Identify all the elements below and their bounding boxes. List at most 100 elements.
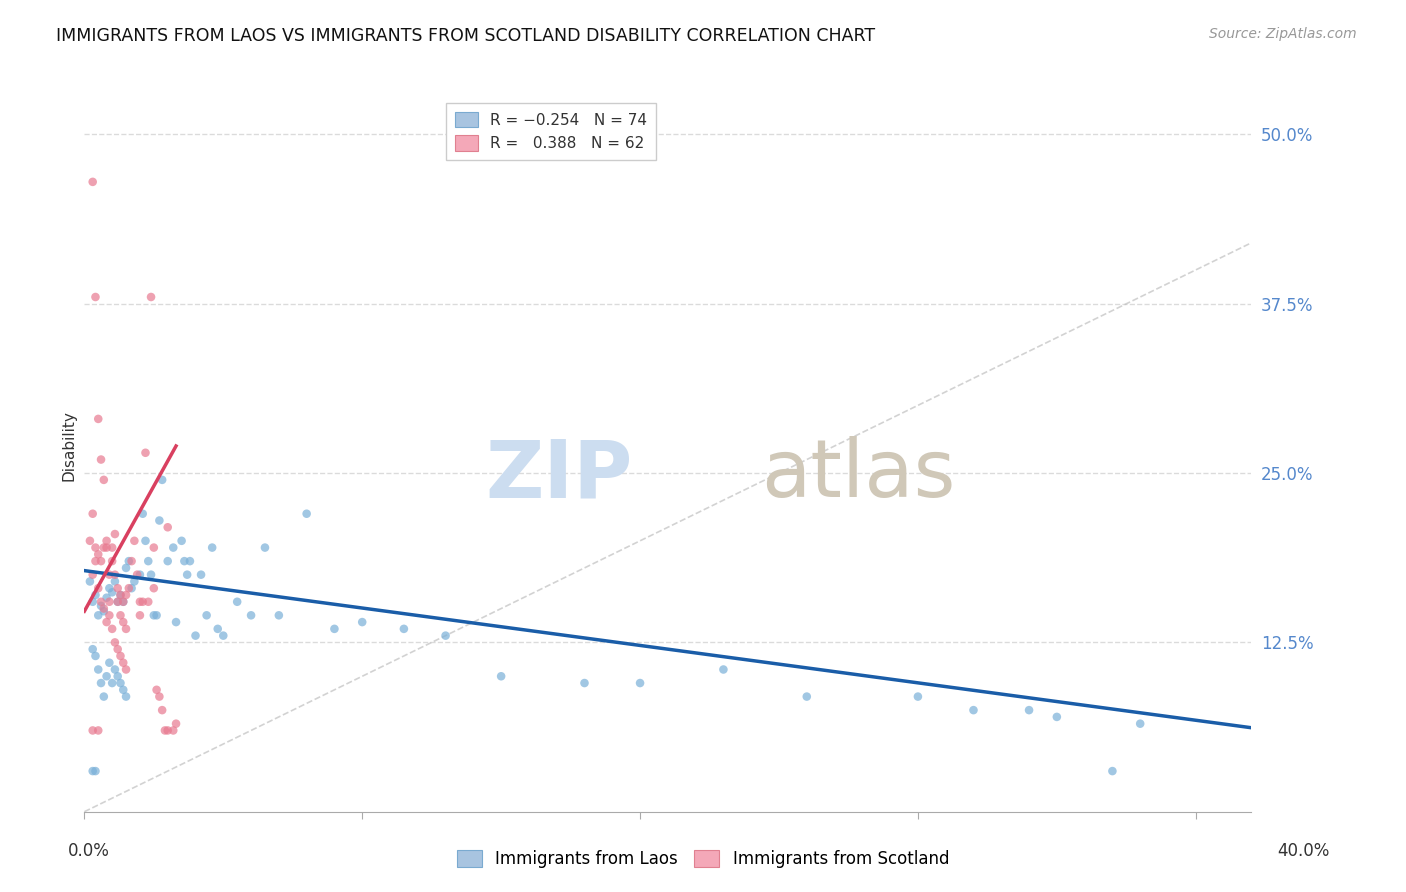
Point	[84, 541, 107, 555]
Point	[98, 608, 121, 623]
Legend: R = −0.254   N = 74, R =   0.388   N = 62: R = −0.254 N = 74, R = 0.388 N = 62	[446, 103, 657, 161]
Point	[93, 604, 115, 618]
Point	[93, 541, 115, 555]
Text: atlas: atlas	[761, 436, 956, 515]
Point	[90, 599, 112, 613]
Point	[295, 507, 318, 521]
Point	[574, 676, 596, 690]
Point	[434, 629, 457, 643]
Point	[134, 446, 156, 460]
Point	[190, 567, 212, 582]
Point	[107, 595, 129, 609]
Point	[87, 547, 110, 561]
Point	[104, 527, 127, 541]
Point	[93, 601, 115, 615]
Point	[134, 533, 156, 548]
Point	[139, 290, 162, 304]
Point	[101, 554, 124, 568]
Point	[195, 608, 218, 623]
Point	[79, 574, 101, 589]
Text: 40.0%: 40.0%	[1277, 842, 1330, 860]
Point	[93, 690, 115, 704]
Point	[392, 622, 415, 636]
Point	[212, 629, 235, 643]
Point	[136, 595, 159, 609]
Point	[118, 554, 141, 568]
Point	[96, 533, 118, 548]
Point	[162, 541, 184, 555]
Point	[104, 635, 127, 649]
Point	[112, 595, 135, 609]
Point	[82, 642, 104, 657]
Point	[323, 622, 346, 636]
Point	[87, 608, 110, 623]
Point	[101, 541, 124, 555]
Point	[82, 595, 104, 609]
Point	[90, 676, 112, 690]
Point	[132, 595, 155, 609]
Point	[179, 554, 201, 568]
Point	[107, 669, 129, 683]
Point	[82, 764, 104, 778]
Point	[84, 588, 107, 602]
Point	[145, 608, 167, 623]
Point	[93, 473, 115, 487]
Point	[253, 541, 276, 555]
Point	[121, 581, 143, 595]
Point	[170, 533, 193, 548]
Point	[136, 554, 159, 568]
Y-axis label: Disability: Disability	[60, 410, 76, 482]
Text: 0.0%: 0.0%	[67, 842, 110, 860]
Point	[124, 533, 146, 548]
Point	[907, 690, 929, 704]
Point	[104, 574, 127, 589]
Point	[115, 690, 138, 704]
Point	[110, 608, 132, 623]
Point	[110, 648, 132, 663]
Point	[101, 622, 124, 636]
Point	[82, 507, 104, 521]
Point	[84, 764, 107, 778]
Point	[267, 608, 290, 623]
Point	[101, 676, 124, 690]
Point	[1018, 703, 1040, 717]
Point	[173, 554, 195, 568]
Point	[165, 716, 187, 731]
Point	[104, 663, 127, 677]
Point	[115, 622, 138, 636]
Point	[112, 682, 135, 697]
Point	[148, 690, 170, 704]
Point	[129, 567, 152, 582]
Point	[84, 290, 107, 304]
Point	[156, 520, 179, 534]
Point	[628, 676, 651, 690]
Point	[112, 595, 135, 609]
Point	[145, 682, 167, 697]
Point	[129, 595, 152, 609]
Point	[110, 588, 132, 602]
Point	[150, 473, 173, 487]
Point	[87, 663, 110, 677]
Point	[90, 452, 112, 467]
Point	[165, 615, 187, 629]
Point	[124, 574, 146, 589]
Point	[156, 723, 179, 738]
Point	[121, 554, 143, 568]
Point	[142, 581, 165, 595]
Point	[87, 581, 110, 595]
Point	[132, 507, 155, 521]
Point	[90, 595, 112, 609]
Point	[87, 723, 110, 738]
Text: IMMIGRANTS FROM LAOS VS IMMIGRANTS FROM SCOTLAND DISABILITY CORRELATION CHART: IMMIGRANTS FROM LAOS VS IMMIGRANTS FROM …	[56, 27, 876, 45]
Point	[127, 567, 149, 582]
Point	[207, 622, 229, 636]
Point	[184, 629, 207, 643]
Point	[84, 554, 107, 568]
Point	[98, 656, 121, 670]
Point	[240, 608, 263, 623]
Point	[713, 663, 735, 677]
Point	[142, 608, 165, 623]
Text: Source: ZipAtlas.com: Source: ZipAtlas.com	[1209, 27, 1357, 41]
Point	[153, 723, 176, 738]
Point	[110, 676, 132, 690]
